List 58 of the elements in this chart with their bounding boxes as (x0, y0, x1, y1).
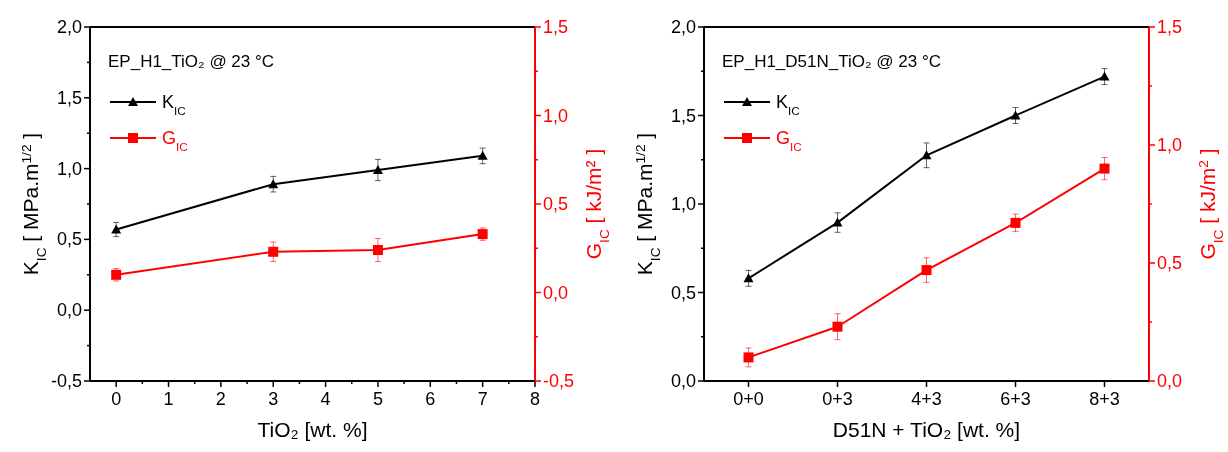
point (372, 245, 383, 256)
y-tick-label: 0,0 (670, 371, 696, 391)
x-tick-label: 4+3 (911, 389, 942, 409)
x-tick-label: 7 (477, 389, 488, 409)
y-tick-label: 0,0 (56, 300, 82, 321)
x-tick-label: 8 (529, 389, 541, 409)
y-tick-label: 0,5 (670, 282, 696, 303)
point (921, 150, 932, 160)
y2-tick-label: 0,5 (1157, 253, 1183, 273)
point (743, 273, 754, 283)
point (268, 179, 279, 189)
point (1099, 163, 1110, 174)
y2-tick-label: 1,5 (1157, 17, 1183, 37)
x-axis-title: TiO₂ [wt. %] (257, 418, 368, 441)
point (921, 265, 932, 276)
x-tick-label: 3 (268, 389, 279, 409)
y-tick-label: -0,5 (50, 371, 82, 391)
y-tick-label: 2,0 (670, 17, 696, 37)
x-tick-label: 5 (372, 389, 383, 409)
y2-tick-label: 0,0 (543, 282, 569, 303)
y-tick-label: 2,0 (56, 17, 82, 37)
point (477, 150, 488, 160)
point (1099, 71, 1110, 81)
x-tick-label: 0+3 (822, 389, 853, 409)
text: EP_H1_TiO₂ @ 23 °C (108, 52, 275, 71)
x-axis-title: D51N + TiO₂ [wt. %] (832, 418, 1021, 441)
point (111, 224, 122, 234)
y2-tick-label: -0,5 (543, 371, 575, 391)
y2-tick-label: 0,0 (1157, 371, 1183, 391)
legend-label: K$_{IC}$ (162, 92, 186, 117)
point (1010, 110, 1021, 120)
y2-tick-label: 0,5 (543, 194, 569, 214)
x-tick-label: 6 (425, 389, 436, 409)
x-tick-label: 1 (163, 389, 174, 409)
legend-label: G$_{IC}$ (162, 128, 188, 153)
x-tick-label: 6+3 (1000, 389, 1031, 409)
legend-label: G$_{IC}$ (776, 128, 802, 153)
y2-tick-label: 1,5 (543, 17, 569, 37)
y-tick-label: 0,5 (56, 229, 82, 250)
x-tick-label: 8+3 (1089, 389, 1120, 409)
legend-label: K$_{IC}$ (776, 92, 800, 117)
point (832, 321, 843, 332)
y2-tick-label: 1,0 (543, 105, 569, 126)
text: EP_H1_D51N_TiO₂ @ 23 °C (722, 52, 941, 71)
y-tick-label: 1,5 (670, 105, 696, 126)
x-tick-label: 0+0 (733, 389, 764, 409)
y-tick-label: 1,0 (56, 158, 82, 179)
point (832, 217, 843, 227)
x-tick-label: 2 (215, 389, 226, 409)
point (1010, 217, 1021, 228)
x-tick-label: 4 (320, 389, 331, 409)
y-tick-label: 1,5 (56, 87, 82, 108)
point (372, 165, 383, 175)
y-tick-label: 1,0 (670, 194, 696, 214)
point (743, 352, 754, 363)
point (268, 246, 279, 257)
y2-tick-label: 1,0 (1157, 135, 1183, 155)
x-tick-label: 0 (111, 389, 122, 409)
